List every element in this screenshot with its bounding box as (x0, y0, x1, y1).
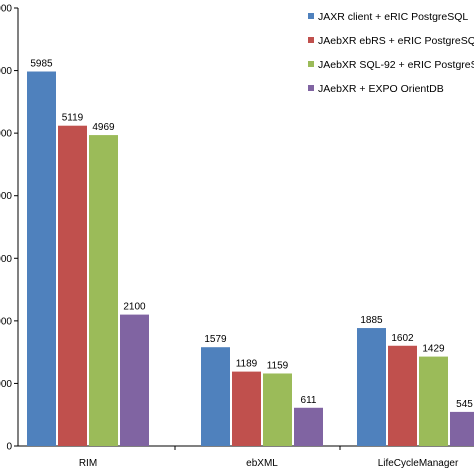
y-tick-label: 5000 (0, 129, 12, 140)
bar-lifecyclemanager-series-3 (419, 356, 448, 446)
data-label: 545 (456, 399, 473, 410)
chart-legend: JAXR client + eRIC PostgreSQL JAebXR ebRS… (308, 11, 474, 95)
bar-rim-series-3 (89, 135, 118, 446)
bar-ebxml-series-1 (201, 347, 230, 446)
category-label: LifeCycleManager (378, 458, 459, 469)
data-label: 1429 (422, 344, 445, 355)
bar-lifecyclemanager-series-4 (450, 411, 474, 446)
bar-rim-series-4 (120, 314, 149, 446)
bar-ebxml-series-2 (232, 371, 261, 446)
bar-lifecyclemanager-series-2 (388, 345, 417, 446)
legend-label: JAXR client + eRIC PostgreSQL (318, 11, 468, 23)
data-label: 2100 (123, 302, 146, 313)
category-label: RIM (79, 458, 97, 469)
legend-label: JAebXR ebRS + eRIC PostgreSQL (318, 35, 474, 47)
y-tick-label: 2000 (0, 316, 12, 327)
bar-ebxml-series-3 (263, 373, 292, 446)
x-axis-categories: RIM ebXML LifeCycleManager (79, 446, 459, 469)
data-label: 1579 (204, 334, 227, 345)
legend-swatch (308, 61, 314, 67)
legend-swatch (308, 37, 314, 43)
y-tick-label: 3000 (0, 254, 12, 265)
data-label: 5985 (30, 59, 53, 70)
y-axis-ticks: 0 1000 2000 3000 4000 5000 6000 7000 (0, 4, 18, 453)
data-labels: 5985 5119 4969 2100 1579 1189 1159 611 1885 1602 1… (30, 59, 473, 410)
legend-swatch (308, 13, 314, 19)
category-label: ebXML (246, 458, 278, 469)
data-label: 4969 (92, 122, 115, 133)
bar-rim-series-2 (58, 125, 87, 447)
y-tick-label: 4000 (0, 191, 12, 202)
legend-swatch (308, 85, 314, 91)
data-label: 611 (301, 395, 317, 406)
data-label: 1885 (360, 315, 383, 326)
bar-ebxml-series-4 (294, 407, 323, 446)
y-tick-label: 0 (6, 442, 12, 453)
bar-rim-series-1 (27, 71, 56, 446)
y-tick-label: 6000 (0, 66, 12, 77)
bar-lifecyclemanager-series-1 (357, 328, 386, 446)
y-tick-label: 7000 (0, 4, 12, 15)
data-label: 5119 (62, 113, 84, 124)
legend-label: JAebXR + EXPO OrientDB (318, 83, 444, 95)
legend-label: JAebXR SQL-92 + eRIC PostgreSQL (318, 59, 474, 71)
data-label: 1602 (391, 333, 414, 344)
chart-bars (27, 71, 474, 447)
y-tick-label: 1000 (0, 379, 12, 390)
data-label: 1189 (236, 359, 258, 370)
data-label: 1159 (267, 360, 289, 371)
